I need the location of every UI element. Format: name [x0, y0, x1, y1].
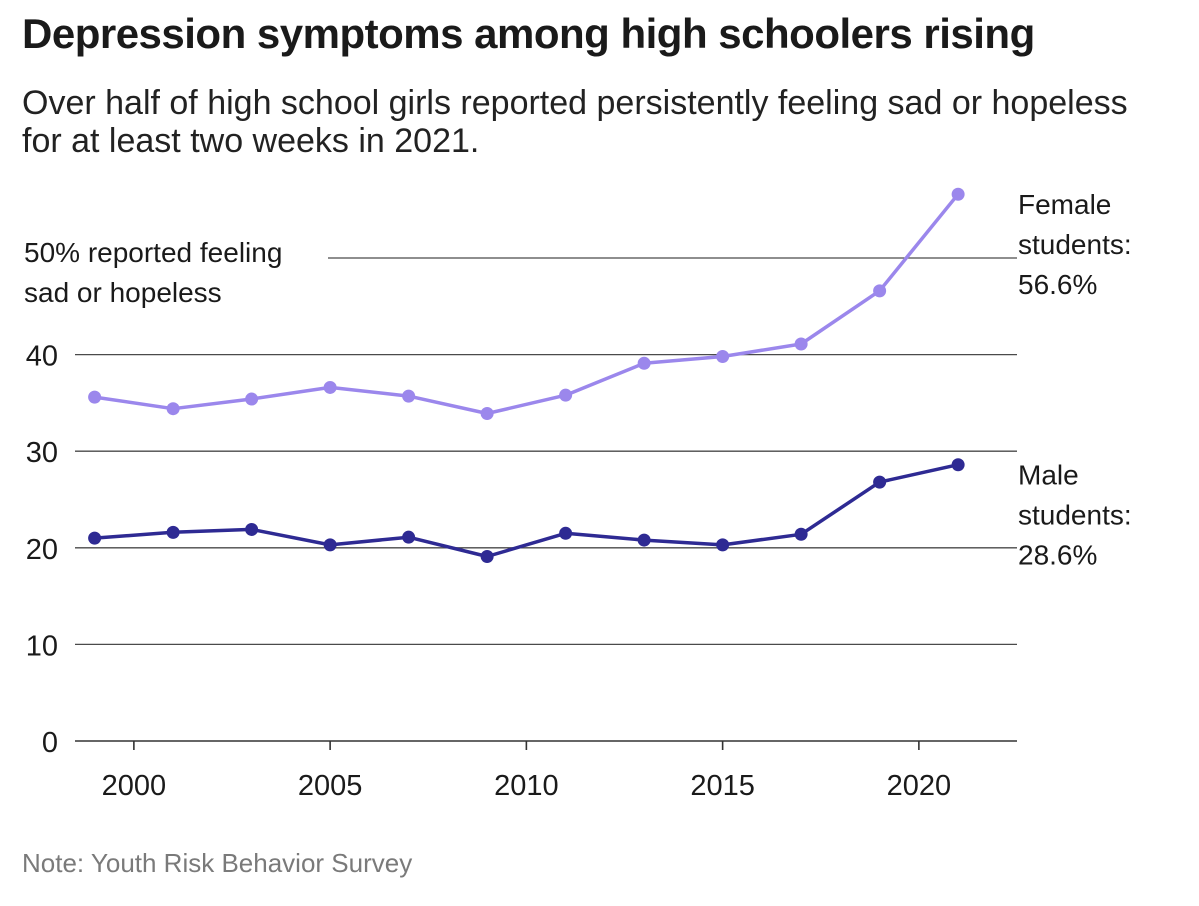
- line-chart: 0 10 20 30 40 50% reported feeling sad or hope…: [24, 187, 1132, 802]
- series-line-0: [94, 193, 960, 416]
- series-1-point-2005: [323, 538, 337, 552]
- series-0-point-2005: [323, 380, 337, 394]
- series-0-point-2015: [716, 350, 730, 364]
- series-0-point-2001: [166, 402, 180, 416]
- x-tick-label-2010: 2010: [494, 770, 559, 802]
- source-note: Note: Youth Risk Behavior Survey: [22, 848, 413, 878]
- series-1-point-2009: [480, 549, 494, 563]
- series-0-point-1999: [88, 390, 102, 404]
- series-1-point-2013: [637, 533, 651, 547]
- series-0-point-2011: [559, 388, 573, 402]
- series-1-label-line-3: 28.6%: [1018, 540, 1097, 571]
- series-0-point-2019: [873, 284, 887, 298]
- series-0-point-2013: [637, 356, 651, 370]
- x-tick-label-2000: 2000: [102, 770, 167, 802]
- series-0-label-line-1: Female: [1018, 189, 1111, 220]
- series-1-point-2021: [951, 458, 965, 472]
- series-line-1: [94, 462, 959, 559]
- series-0-label-line-3: 56.6%: [1018, 269, 1097, 300]
- y-tick-label-10: 10: [26, 630, 58, 662]
- x-tick-label-2005: 2005: [298, 770, 363, 802]
- series-0-label-line-2: students:: [1018, 229, 1132, 260]
- y-tick-label-20: 20: [26, 534, 58, 566]
- series-1-point-2003: [245, 522, 259, 536]
- series-1-point-2019: [873, 475, 887, 489]
- series-1-label-line-2: students:: [1018, 500, 1132, 531]
- series-0-point-2021: [951, 187, 965, 201]
- y-tick-label-0: 0: [42, 727, 58, 759]
- series-1-point-2017: [794, 527, 808, 541]
- series-0-point-2009: [480, 407, 494, 421]
- reference-label-line-1: 50% reported feeling: [24, 237, 282, 268]
- x-tick-label-2015: 2015: [690, 770, 755, 802]
- series-1-point-1999: [88, 531, 102, 545]
- series-0-point-2007: [402, 389, 416, 403]
- x-tick-label-2020: 2020: [887, 770, 952, 802]
- series-1-label-line-1: Male: [1018, 460, 1079, 491]
- series-0-point-2017: [794, 337, 808, 351]
- series-1-point-2015: [716, 538, 730, 552]
- y-tick-label-40: 40: [26, 341, 58, 373]
- chart-subtitle: Over half of high school girls reported …: [22, 84, 1128, 160]
- y-tick-label-30: 30: [26, 437, 58, 469]
- series-1-point-2007: [402, 530, 416, 544]
- reference-label-line-2: sad or hopeless: [24, 277, 222, 308]
- series-1-point-2011: [559, 526, 573, 540]
- series-1-point-2001: [166, 525, 180, 539]
- chart-title: Depression symptoms among high schoolers…: [22, 10, 1035, 57]
- series-0-point-2003: [245, 392, 259, 406]
